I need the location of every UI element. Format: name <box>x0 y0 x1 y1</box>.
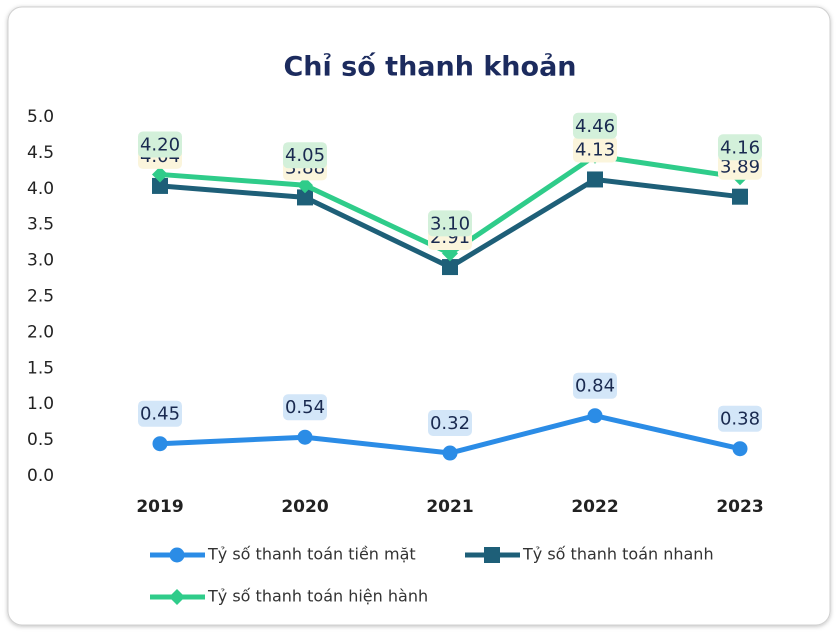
data-label: 4.20 <box>138 131 182 158</box>
y-tick-label: 4.5 <box>27 143 54 163</box>
marker <box>297 429 313 445</box>
x-tick-label: 2019 <box>136 497 183 517</box>
data-label-text: 4.20 <box>140 134 180 155</box>
marker <box>169 589 185 605</box>
y-tick-label: 4.0 <box>27 179 54 199</box>
y-tick-label: 2.5 <box>27 287 54 307</box>
data-label-box <box>138 131 182 158</box>
x-tick-label: 2021 <box>426 497 473 517</box>
data-label: 4.46 <box>573 112 617 139</box>
marker <box>152 436 168 452</box>
data-label: 0.45 <box>138 400 182 427</box>
marker <box>732 441 748 457</box>
data-label-text: 0.54 <box>285 397 325 418</box>
chart-title: Chỉ số thanh khoản <box>283 52 576 83</box>
data-label-box <box>573 112 617 139</box>
data-label-box <box>718 134 762 161</box>
marker <box>587 171 603 188</box>
y-tick-label: 0.0 <box>27 466 54 486</box>
data-label: 4.13 <box>573 136 617 163</box>
legend-label: Tỷ số thanh toán hiện hành <box>207 587 428 606</box>
data-label-text: 4.46 <box>575 116 615 137</box>
data-label-box <box>138 400 182 427</box>
data-label: 0.38 <box>718 405 762 432</box>
y-tick-label: 1.5 <box>27 358 54 378</box>
data-label: 4.05 <box>283 142 327 169</box>
y-tick-label: 5.0 <box>27 107 54 127</box>
card <box>7 6 831 626</box>
marker <box>297 189 313 206</box>
data-label-text: 0.84 <box>575 376 615 397</box>
x-tick-label: 2020 <box>281 497 328 517</box>
data-label-box <box>718 405 762 432</box>
data-label-box <box>428 410 472 437</box>
data-label: 0.32 <box>428 410 472 437</box>
marker <box>297 177 313 194</box>
data-label: 4.16 <box>718 134 762 161</box>
data-label-text: 0.38 <box>720 409 760 430</box>
data-label-text: 3.10 <box>430 213 470 234</box>
marker <box>169 547 185 563</box>
data-label-text: 4.05 <box>285 145 325 166</box>
legend-label: Tỷ số thanh toán nhanh <box>522 545 714 564</box>
data-label-text: 0.45 <box>140 404 180 425</box>
y-tick-label: 3.0 <box>27 251 54 271</box>
marker <box>484 547 500 563</box>
y-tick-label: 0.5 <box>27 430 54 450</box>
y-tick-label: 3.5 <box>27 215 54 235</box>
data-label-box <box>283 142 327 169</box>
marker <box>587 408 603 424</box>
data-label-box <box>573 372 617 399</box>
data-label: 0.54 <box>283 394 327 421</box>
data-label-text: 4.13 <box>575 139 615 160</box>
marker <box>732 188 748 205</box>
data-label-box <box>573 136 617 163</box>
marker <box>442 445 458 461</box>
y-tick-label: 2.0 <box>27 322 54 342</box>
y-tick-label: 1.0 <box>27 394 54 414</box>
data-label-text: 0.32 <box>430 413 470 434</box>
marker <box>442 259 458 276</box>
marker <box>152 166 168 183</box>
x-tick-label: 2022 <box>571 497 618 517</box>
data-label-text: 3.89 <box>720 157 760 178</box>
legend-label: Tỷ số thanh toán tiền mặt <box>207 545 416 564</box>
data-label: 3.10 <box>428 210 472 237</box>
data-label-text: 4.16 <box>720 137 760 158</box>
marker <box>152 177 168 194</box>
data-label: 0.84 <box>573 372 617 399</box>
data-label-box <box>428 210 472 237</box>
x-tick-label: 2023 <box>716 497 763 517</box>
data-label-box <box>283 394 327 421</box>
